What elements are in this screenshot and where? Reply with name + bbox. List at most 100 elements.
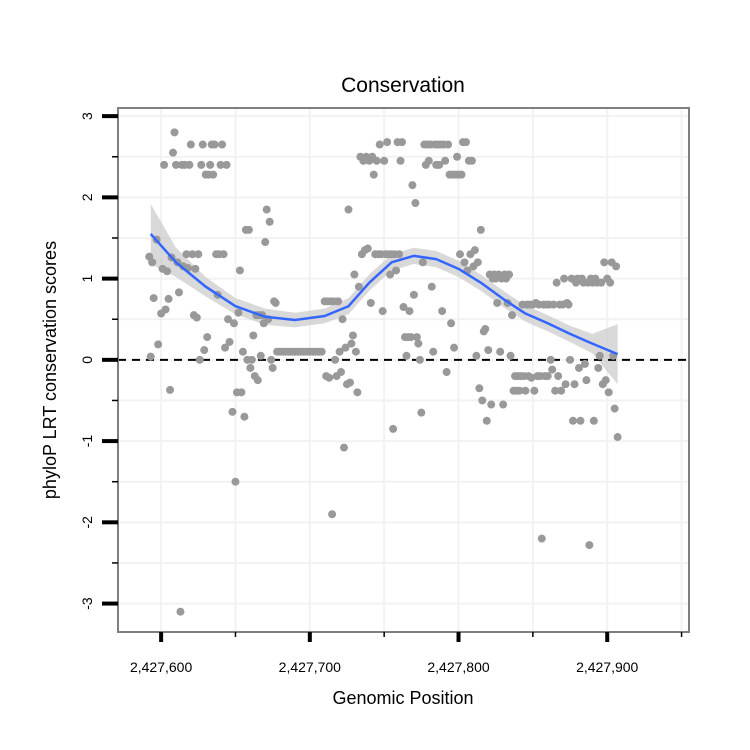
- data-point: [380, 156, 389, 165]
- data-point: [574, 363, 583, 372]
- data-point: [203, 333, 212, 342]
- data-point: [340, 443, 349, 452]
- data-point: [402, 351, 411, 360]
- data-point: [521, 386, 530, 395]
- data-point: [601, 376, 610, 385]
- data-point: [262, 205, 271, 214]
- data-point: [398, 138, 407, 147]
- x-tick-label: 2,427,700: [279, 659, 341, 675]
- data-point: [246, 363, 255, 372]
- data-point: [429, 347, 438, 356]
- data-point: [325, 373, 334, 382]
- data-point: [247, 355, 256, 364]
- data-point: [576, 416, 585, 425]
- y-tick-label: 1: [79, 275, 95, 283]
- data-point: [224, 315, 233, 324]
- data-point: [396, 156, 405, 165]
- data-point: [594, 363, 603, 372]
- data-point: [171, 160, 180, 169]
- y-tick-label: 2: [79, 193, 95, 201]
- data-point: [186, 140, 195, 149]
- data-point: [424, 156, 433, 165]
- data-point: [399, 303, 408, 312]
- x-tick-label: 2,427,800: [427, 659, 489, 675]
- data-point: [482, 416, 491, 425]
- data-point: [182, 250, 191, 259]
- data-point: [334, 297, 343, 306]
- data-point: [414, 339, 423, 348]
- data-point: [216, 160, 225, 169]
- data-point: [161, 305, 170, 314]
- data-point: [566, 355, 575, 364]
- data-point: [170, 128, 179, 137]
- data-point: [411, 199, 420, 208]
- data-point: [499, 400, 508, 409]
- data-point: [612, 262, 621, 271]
- data-point: [476, 225, 485, 234]
- data-point: [265, 217, 274, 226]
- data-point: [338, 315, 347, 324]
- data-point: [412, 333, 421, 342]
- data-point: [386, 270, 395, 279]
- data-point: [375, 140, 384, 149]
- data-point: [218, 140, 227, 149]
- data-point: [551, 386, 560, 395]
- data-point: [163, 267, 172, 276]
- data-point: [415, 355, 424, 364]
- data-point: [169, 148, 178, 157]
- data-point: [570, 380, 579, 389]
- y-tick-label: -1: [79, 435, 95, 448]
- data-point: [348, 331, 357, 340]
- data-point: [160, 160, 169, 169]
- data-point: [460, 258, 469, 267]
- x-tick-label: 2,427,600: [130, 659, 192, 675]
- data-point: [447, 319, 456, 328]
- y-tick-label: 0: [79, 356, 95, 364]
- data-point: [222, 160, 231, 169]
- data-point: [237, 388, 246, 397]
- data-point: [345, 378, 354, 387]
- data-point: [369, 170, 378, 179]
- chart-title: Conservation: [341, 74, 465, 97]
- data-point: [188, 250, 197, 259]
- data-point: [331, 355, 340, 364]
- data-point: [470, 246, 479, 255]
- data-point: [149, 294, 158, 303]
- data-point: [450, 343, 459, 352]
- data-point: [195, 355, 204, 364]
- data-point: [154, 340, 163, 349]
- data-point: [256, 351, 265, 360]
- data-point: [253, 376, 262, 385]
- data-point: [595, 351, 604, 360]
- data-point: [146, 352, 155, 361]
- data-point: [261, 238, 270, 247]
- loess-smooth-line: [149, 233, 619, 356]
- data-point: [461, 138, 470, 147]
- data-point: [604, 388, 613, 397]
- data-point: [561, 380, 570, 389]
- data-point: [484, 346, 493, 355]
- data-point: [206, 160, 215, 169]
- data-point: [192, 313, 201, 322]
- data-point: [580, 359, 589, 368]
- data-point: [405, 307, 414, 316]
- data-point: [506, 351, 515, 360]
- data-point: [537, 534, 546, 543]
- data-point: [198, 140, 207, 149]
- data-point: [221, 343, 230, 352]
- data-point: [589, 416, 598, 425]
- data-point: [164, 294, 173, 303]
- data-point: [487, 400, 496, 409]
- data-point: [557, 386, 566, 395]
- data-point: [435, 160, 444, 169]
- data-point: [353, 388, 362, 397]
- smooth-curve-layer: [149, 233, 619, 356]
- data-point: [354, 282, 363, 291]
- data-point: [505, 270, 514, 279]
- data-point: [543, 372, 552, 381]
- data-point: [481, 324, 490, 333]
- data-point: [210, 140, 219, 149]
- data-point: [344, 205, 353, 214]
- data-point: [194, 250, 203, 259]
- data-point: [363, 244, 372, 253]
